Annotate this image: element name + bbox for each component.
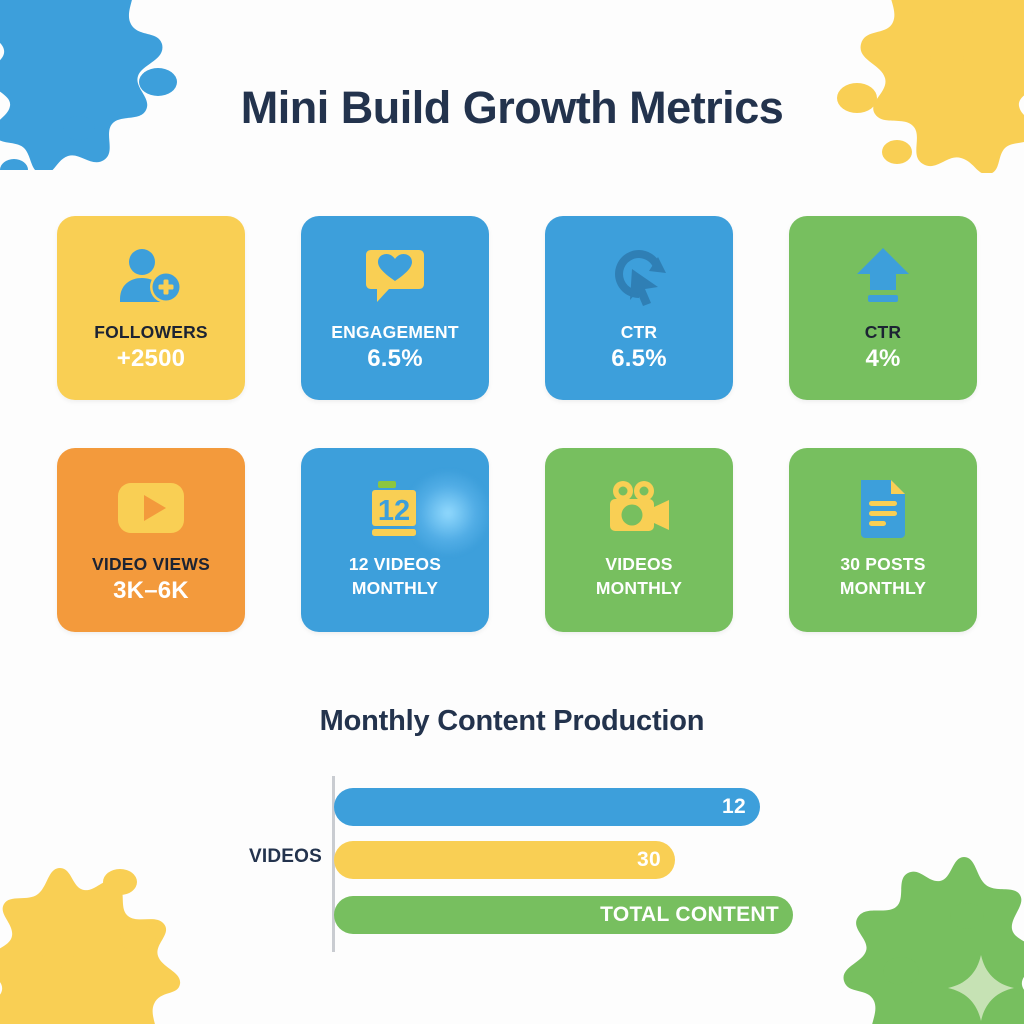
page-title: Mini Build Growth Metrics [240, 82, 784, 133]
metric-card-text: 12 VIDEOS MONTHLY [343, 554, 447, 598]
document-icon [858, 472, 908, 544]
metric-card-grid: FOLLOWERS +2500 ENGAGEMENT 6.5% [57, 216, 977, 632]
metric-card-text: VIDEOS MONTHLY [590, 554, 688, 598]
metric-card-videos-monthly[interactable]: VIDEOS MONTHLY [545, 448, 733, 632]
chart-axis-label: VIDEOS [249, 846, 322, 867]
metric-label: ENGAGEMENT [331, 322, 459, 342]
person-add-icon [118, 240, 184, 312]
chart-bar-label: 30 [637, 848, 661, 871]
splash-bottom-left [0, 846, 183, 1024]
metric-card-12-videos[interactable]: 12 12 VIDEOS MONTHLY [301, 448, 489, 632]
chart-bar-posts[interactable]: 30 [334, 841, 675, 879]
chat-heart-icon [365, 240, 425, 312]
chart-bar-total-content[interactable]: TOTAL CONTENT [334, 896, 793, 934]
bar-chart: VIDEOS 12 30 TOTAL CONTENT [220, 776, 820, 952]
metric-card-engagement[interactable]: ENGAGEMENT 6.5% [301, 216, 489, 400]
metric-label: FOLLOWERS [94, 322, 208, 342]
metric-card-30-posts[interactable]: 30 POSTS MONTHLY [789, 448, 977, 632]
click-refresh-cursor-icon [608, 240, 670, 312]
metric-label-line2: MONTHLY [351, 577, 439, 598]
upload-arrow-icon [855, 240, 911, 312]
metric-value: 6.5% [611, 344, 667, 372]
splash-bottom-right [834, 839, 1024, 1024]
chart-bar-videos[interactable]: 12 [334, 788, 760, 826]
metric-label: 30 POSTS [840, 554, 926, 574]
metric-label: CTR [864, 322, 902, 342]
metric-label: VIDEO VIEWS [92, 554, 210, 574]
metric-label: CTR [620, 322, 658, 342]
metric-card-text: CTR 6.5% [605, 322, 673, 373]
metric-card-ctr-click[interactable]: CTR 6.5% [545, 216, 733, 400]
play-button-icon [117, 472, 185, 544]
metric-card-text: VIDEO VIEWS 3K–6K [86, 554, 216, 605]
metric-card-video-views[interactable]: VIDEO VIEWS 3K–6K [57, 448, 245, 632]
chart-bar-label: 12 [722, 795, 746, 818]
metric-card-followers[interactable]: FOLLOWERS +2500 [57, 216, 245, 400]
movie-camera-icon [607, 472, 671, 544]
chart-axis-line [332, 776, 335, 952]
icon-glow [405, 470, 489, 556]
metric-label-line2: MONTHLY [595, 577, 683, 598]
metric-card-ctr-upload[interactable]: CTR 4% [789, 216, 977, 400]
svg-text:12: 12 [378, 495, 410, 527]
chart-bars: 12 30 TOTAL CONTENT [334, 776, 820, 952]
metric-label-line2: MONTHLY [839, 577, 927, 598]
metric-card-text: ENGAGEMENT 6.5% [325, 322, 464, 373]
metric-label: 12 VIDEOS [348, 554, 442, 574]
metric-card-text: 30 POSTS MONTHLY [834, 554, 932, 598]
sparkle-icon [948, 955, 1014, 1021]
metric-value: 6.5% [367, 344, 423, 372]
metric-value: 3K–6K [113, 576, 189, 604]
chart-bar-label: TOTAL CONTENT [600, 903, 779, 926]
metric-value: +2500 [116, 344, 186, 372]
metric-card-text: CTR 4% [859, 322, 908, 373]
chart-title: Monthly Content Production [319, 705, 705, 737]
metric-label: VIDEOS [605, 554, 673, 574]
metric-card-text: FOLLOWERS +2500 [88, 322, 214, 373]
calendar-12-icon: 12 [370, 472, 420, 544]
metric-value: 4% [865, 344, 901, 372]
